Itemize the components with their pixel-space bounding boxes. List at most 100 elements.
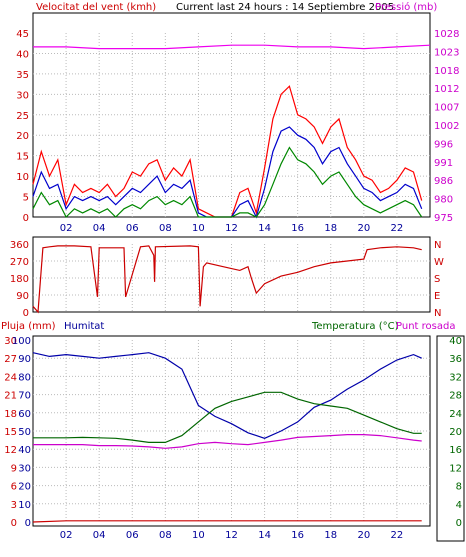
x-tick-label: 22 — [391, 530, 404, 541]
rain-axis: 036912151821242730 — [4, 336, 17, 529]
tick-label: 32 — [449, 372, 462, 383]
tick-label: 5 — [23, 193, 29, 204]
wind-speed-x-axis: 02 04 06 08 10 12 14 16 18 20 22 — [60, 223, 404, 234]
tick-label: 15 — [4, 427, 17, 438]
tick-label: 70 — [18, 391, 31, 402]
x-tick-label: 10 — [192, 223, 205, 234]
tick-label: 10 — [16, 172, 29, 183]
tick-label: 3 — [11, 500, 17, 511]
tick-label: 40 — [18, 445, 31, 456]
wind-speed-title: Velocitat del vent (kmh) — [36, 2, 156, 13]
x-tick-label: 08 — [159, 223, 172, 234]
tick-label: 24 — [4, 372, 17, 383]
tick-label: 10 — [18, 500, 31, 511]
climate-x-axis: 02 04 06 08 10 12 14 16 18 20 22 — [60, 530, 404, 541]
tick-label: 15 — [16, 152, 29, 163]
tick-label: 8 — [456, 482, 462, 493]
temperature-label: Temperatura (°C) — [311, 321, 399, 332]
x-tick-label: 14 — [258, 223, 271, 234]
tick-label: 90 — [16, 291, 29, 302]
tick-label: 12 — [4, 445, 17, 456]
tick-label: 80 — [18, 372, 31, 383]
tick-label: 90 — [18, 354, 31, 365]
tick-label: 12 — [449, 463, 462, 474]
x-tick-label: 10 — [192, 530, 205, 541]
x-tick-label: 18 — [324, 530, 337, 541]
tick-label: 0 — [456, 518, 462, 529]
tick-label: 0 — [11, 518, 17, 529]
tick-label: 40 — [449, 336, 462, 347]
compass-axis-right: NESWN — [434, 240, 444, 319]
x-tick-label: 14 — [258, 530, 271, 541]
temperature-axis: 0 4 8 12 16 20 24 28 32 36 40 — [449, 336, 462, 529]
pressure-title: Pressió (mb) — [375, 1, 437, 13]
tick-label: 25 — [16, 111, 29, 122]
tick-label: E — [434, 291, 440, 302]
tick-label: 50 — [18, 427, 31, 438]
tick-label: W — [434, 257, 444, 268]
x-tick-label: 12 — [225, 223, 238, 234]
tick-label: 1002 — [434, 121, 459, 132]
pressure-axis-right: 975 980 986 991 996 1002 1007 1012 1018 1023 1028 — [434, 29, 459, 224]
tick-label: 28 — [449, 391, 462, 402]
tick-label: 1023 — [434, 47, 459, 58]
tick-label: 1007 — [434, 103, 459, 114]
x-tick-label: 08 — [159, 530, 172, 541]
tick-label: 270 — [10, 257, 29, 268]
tick-label: 996 — [434, 139, 453, 150]
tick-label: 16 — [449, 445, 462, 456]
x-tick-label: 20 — [357, 223, 370, 234]
x-tick-label: 06 — [126, 223, 139, 234]
x-tick-label: 02 — [60, 530, 73, 541]
tick-label: 6 — [11, 482, 17, 493]
tick-label: 18 — [4, 409, 17, 420]
tick-label: 20 — [16, 131, 29, 142]
tick-label: 20 — [18, 482, 31, 493]
tick-label: 27 — [4, 354, 17, 365]
tick-label: S — [434, 274, 440, 285]
tick-label: 975 — [434, 213, 453, 224]
tick-label: 100 — [12, 336, 31, 347]
tick-label: 35 — [16, 70, 29, 81]
tick-label: 21 — [4, 391, 17, 402]
x-tick-label: 18 — [324, 223, 337, 234]
tick-label: 4 — [456, 500, 462, 511]
tick-label: 980 — [434, 195, 453, 206]
tick-label: 24 — [449, 409, 462, 420]
x-tick-label: 16 — [291, 530, 304, 541]
tick-label: 0 — [23, 308, 29, 319]
tick-label: 45 — [16, 29, 29, 40]
period-title: Current last 24 hours : 14 Septiembre 20… — [176, 2, 394, 13]
wind-direction-axis-left: 0 90 180 270 360 — [10, 240, 29, 319]
tick-label: 36 — [449, 354, 462, 365]
tick-label: 30 — [16, 90, 29, 101]
tick-label: 1028 — [434, 29, 459, 40]
x-tick-label: 22 — [391, 223, 404, 234]
tick-label: 180 — [10, 274, 29, 285]
tick-label: 40 — [16, 49, 29, 60]
humidity-label: Humitat — [64, 321, 104, 332]
tick-label: 9 — [11, 463, 17, 474]
rain-label: Pluja (mm) — [1, 321, 56, 332]
dewpoint-label: Punt rosada — [396, 321, 455, 332]
tick-label: 1012 — [434, 84, 459, 95]
wind-speed-axis-left: 051015202530354045 — [16, 29, 29, 224]
tick-label: 0 — [25, 518, 31, 529]
x-tick-label: 02 — [60, 223, 73, 234]
x-tick-label: 16 — [291, 223, 304, 234]
tick-label: N — [434, 308, 441, 319]
x-tick-label: 20 — [357, 530, 370, 541]
x-tick-label: 04 — [93, 223, 106, 234]
x-tick-label: 04 — [93, 530, 106, 541]
tick-label: 30 — [18, 463, 31, 474]
tick-label: 1018 — [434, 66, 459, 77]
x-tick-label: 12 — [225, 530, 238, 541]
tick-label: 986 — [434, 176, 453, 187]
tick-label: 360 — [10, 240, 29, 251]
tick-label: 991 — [434, 158, 453, 169]
tick-label: 20 — [449, 427, 462, 438]
tick-label: 60 — [18, 409, 31, 420]
x-tick-label: 06 — [126, 530, 139, 541]
